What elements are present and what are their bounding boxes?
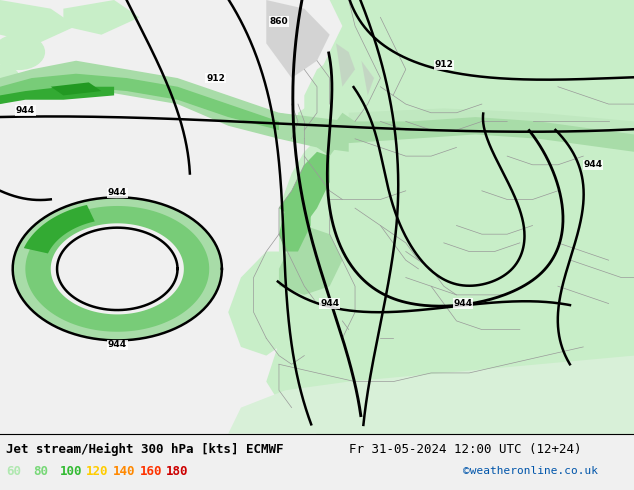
Polygon shape bbox=[266, 0, 634, 434]
Polygon shape bbox=[0, 87, 114, 104]
Text: 944: 944 bbox=[453, 299, 472, 308]
Polygon shape bbox=[0, 74, 279, 130]
Polygon shape bbox=[24, 205, 94, 253]
Text: 60: 60 bbox=[6, 465, 22, 478]
Polygon shape bbox=[298, 104, 311, 130]
Text: 944: 944 bbox=[108, 340, 127, 349]
Text: 100: 100 bbox=[60, 465, 82, 478]
Text: 180: 180 bbox=[166, 465, 188, 478]
Polygon shape bbox=[336, 44, 355, 87]
Text: 944: 944 bbox=[16, 106, 35, 115]
Polygon shape bbox=[279, 152, 330, 225]
Polygon shape bbox=[25, 206, 209, 332]
Text: 160: 160 bbox=[139, 465, 162, 478]
Polygon shape bbox=[0, 0, 76, 44]
Circle shape bbox=[0, 35, 44, 70]
Polygon shape bbox=[51, 223, 184, 315]
Text: 912: 912 bbox=[434, 60, 453, 70]
Text: 944: 944 bbox=[108, 189, 127, 197]
Polygon shape bbox=[0, 61, 349, 152]
Text: 860: 860 bbox=[269, 17, 288, 26]
Text: 944: 944 bbox=[583, 160, 602, 169]
Polygon shape bbox=[279, 225, 342, 295]
Polygon shape bbox=[51, 82, 101, 96]
Text: Fr 31-05-2024 12:00 UTC (12+24): Fr 31-05-2024 12:00 UTC (12+24) bbox=[349, 443, 581, 456]
Text: 80: 80 bbox=[33, 465, 48, 478]
Polygon shape bbox=[228, 356, 634, 434]
Text: 120: 120 bbox=[86, 465, 108, 478]
Polygon shape bbox=[317, 113, 355, 156]
Polygon shape bbox=[266, 0, 330, 78]
Polygon shape bbox=[279, 191, 311, 251]
Text: ©weatheronline.co.uk: ©weatheronline.co.uk bbox=[463, 466, 598, 476]
Polygon shape bbox=[228, 251, 304, 356]
Text: 944: 944 bbox=[320, 299, 339, 308]
Text: 912: 912 bbox=[206, 74, 225, 82]
Polygon shape bbox=[279, 113, 634, 152]
Text: 140: 140 bbox=[113, 465, 135, 478]
Polygon shape bbox=[13, 197, 222, 341]
Polygon shape bbox=[63, 0, 139, 35]
Polygon shape bbox=[304, 61, 342, 122]
Circle shape bbox=[0, 65, 19, 91]
Text: Jet stream/Height 300 hPa [kts] ECMWF: Jet stream/Height 300 hPa [kts] ECMWF bbox=[6, 443, 284, 456]
Polygon shape bbox=[361, 61, 374, 96]
Polygon shape bbox=[349, 108, 634, 139]
